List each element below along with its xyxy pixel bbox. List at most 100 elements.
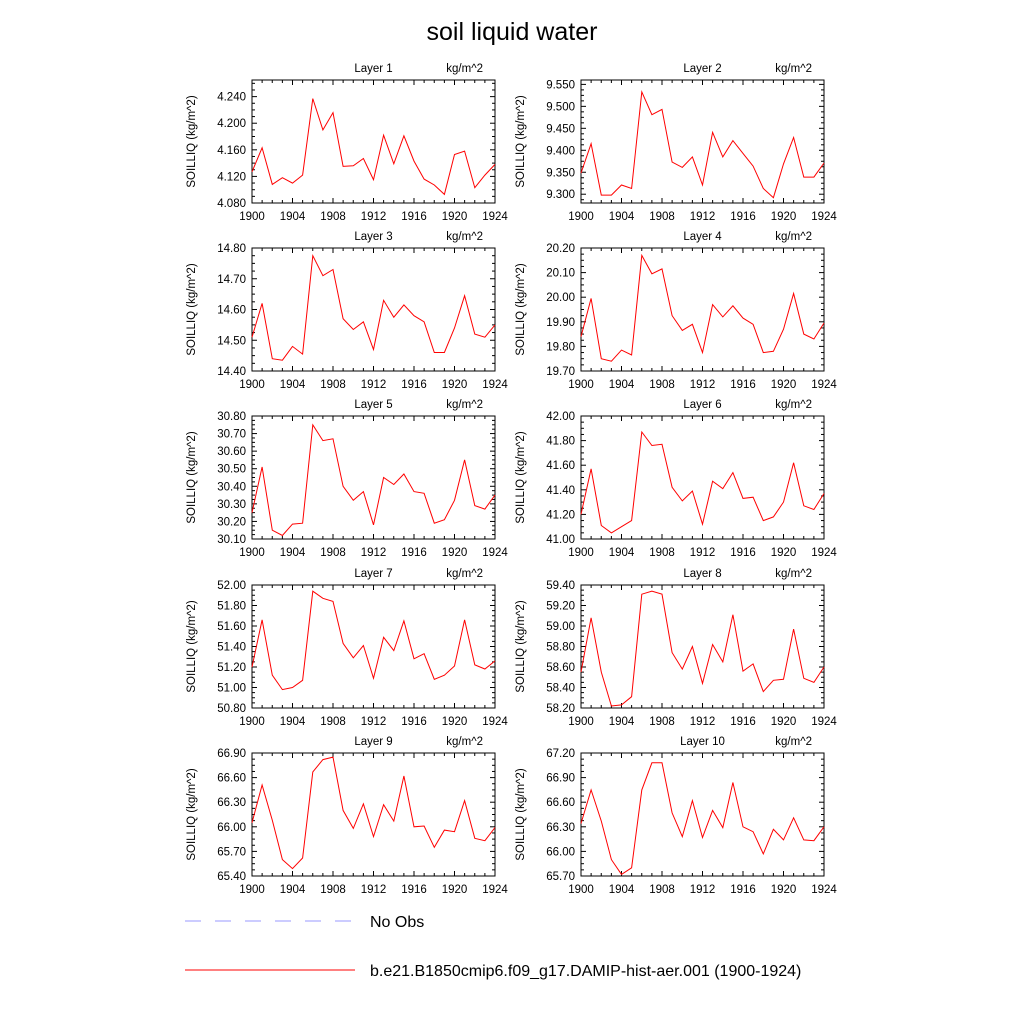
y-tick-label: 4.160: [217, 145, 246, 157]
x-tick-label: 1920: [771, 884, 797, 896]
y-tick-label: 52.00: [217, 580, 246, 592]
series-line-layer-3: [251, 253, 496, 361]
x-tick-label: 1920: [771, 379, 797, 391]
y-tick-label: 51.20: [217, 662, 246, 674]
y-axis-label: SOILLIQ (kg/m^2): [515, 95, 527, 187]
panel-layer-10: Layer 10 kg/m^2 1900 1904 1908 1912 1916 1920 19…: [515, 736, 837, 896]
x-tick-label: 1908: [649, 716, 675, 728]
y-axis-label: SOILLIQ (kg/m^2): [186, 95, 198, 187]
x-tick-label: 1912: [690, 884, 716, 896]
x-tick-label: 1908: [320, 211, 346, 223]
x-tick-label: 1904: [609, 211, 635, 223]
x-tick-label: 1904: [280, 716, 306, 728]
panel-units: kg/m^2: [446, 399, 483, 411]
y-tick-label: 20.10: [546, 268, 575, 280]
x-tick-label: 1900: [239, 884, 265, 896]
x-tick-label: 1904: [280, 547, 306, 559]
y-tick-label: 14.60: [217, 305, 246, 317]
x-tick-label: 1900: [239, 379, 265, 391]
y-tick-label: 41.40: [546, 485, 575, 497]
x-tick-label: 1924: [482, 547, 508, 559]
series-line-layer-9: [251, 756, 496, 870]
y-tick-label: 66.00: [546, 846, 575, 858]
panel-title: Layer 2: [683, 63, 721, 75]
x-tick-label: 1900: [568, 547, 594, 559]
x-tick-label: 1900: [239, 547, 265, 559]
x-tick-label: 1908: [649, 211, 675, 223]
x-tick-label: 1900: [239, 211, 265, 223]
y-tick-label: 9.500: [546, 101, 575, 113]
legend: No Obs b.e21.B1850cmip6.f09_g17.DAMIP-hi…: [185, 914, 801, 980]
panel-units: kg/m^2: [446, 231, 483, 243]
y-axis-label: SOILLIQ (kg/m^2): [515, 263, 527, 355]
y-tick-label: 30.40: [217, 481, 246, 493]
y-tick-label: 58.80: [546, 642, 575, 654]
x-tick-label: 1920: [442, 547, 468, 559]
plot-frame: [251, 79, 496, 204]
y-tick-label: 65.70: [217, 846, 246, 858]
panel-layer-8: Layer 8 kg/m^2 1900 1904 1908 1912 1916 1920 192…: [515, 568, 837, 728]
x-tick-label: 1920: [442, 884, 468, 896]
y-tick-label: 66.90: [546, 773, 575, 785]
x-tick-label: 1908: [649, 884, 675, 896]
panel-title: Layer 7: [354, 568, 392, 580]
x-tick-label: 1912: [690, 379, 716, 391]
y-tick-label: 4.240: [217, 92, 246, 104]
y-tick-label: 67.20: [546, 748, 575, 760]
y-tick-label: 41.80: [546, 436, 575, 448]
x-tick-label: 1924: [482, 211, 508, 223]
panel-units: kg/m^2: [446, 736, 483, 748]
panel-title: Layer 8: [683, 568, 721, 580]
x-tick-label: 1900: [568, 379, 594, 391]
x-tick-label: 1916: [730, 716, 756, 728]
x-tick-label: 1916: [401, 547, 427, 559]
panel-units: kg/m^2: [775, 736, 812, 748]
y-tick-label: 30.70: [217, 429, 246, 441]
series-line-layer-4: [580, 253, 825, 362]
y-tick-label: 14.50: [217, 335, 246, 347]
plot-frame: [251, 415, 496, 540]
series-line-layer-5: [251, 423, 496, 537]
panel-layer-2: Layer 2 kg/m^2 1900 1904 1908 1912 1916 1920 192…: [515, 63, 837, 223]
x-tick-label: 1916: [730, 211, 756, 223]
x-tick-label: 1920: [442, 379, 468, 391]
x-tick-label: 1920: [771, 547, 797, 559]
panel-units: kg/m^2: [446, 63, 483, 75]
x-tick-label: 1916: [730, 379, 756, 391]
panel-units: kg/m^2: [775, 568, 812, 580]
y-axis-label: SOILLIQ (kg/m^2): [186, 431, 198, 523]
y-tick-label: 51.40: [217, 642, 246, 654]
x-tick-label: 1908: [320, 547, 346, 559]
y-tick-label: 50.80: [217, 703, 246, 715]
y-tick-label: 58.40: [546, 683, 575, 695]
y-tick-label: 66.30: [217, 797, 246, 809]
series-line-layer-8: [580, 590, 825, 707]
y-tick-label: 30.20: [217, 516, 246, 528]
y-axis-label: SOILLIQ (kg/m^2): [515, 600, 527, 692]
x-tick-label: 1924: [811, 716, 837, 728]
x-tick-label: 1916: [730, 547, 756, 559]
x-tick-label: 1924: [811, 379, 837, 391]
panel-units: kg/m^2: [775, 63, 812, 75]
x-tick-label: 1912: [361, 379, 387, 391]
x-tick-label: 1904: [280, 884, 306, 896]
y-tick-label: 65.40: [217, 871, 246, 883]
series-line-layer-10: [580, 762, 825, 876]
plot-frame: [580, 584, 825, 709]
y-tick-label: 66.60: [217, 773, 246, 785]
x-tick-label: 1900: [568, 716, 594, 728]
y-tick-label: 14.80: [217, 243, 246, 255]
x-tick-label: 1900: [568, 211, 594, 223]
panel-layer-9: Layer 9 kg/m^2 1900 1904 1908 1912 1916 1920 192…: [186, 736, 508, 896]
panel-units: kg/m^2: [775, 399, 812, 411]
y-tick-label: 20.20: [546, 243, 575, 255]
x-tick-label: 1920: [771, 716, 797, 728]
y-tick-label: 66.30: [546, 822, 575, 834]
x-tick-label: 1924: [811, 547, 837, 559]
x-tick-label: 1904: [609, 379, 635, 391]
x-tick-label: 1920: [442, 211, 468, 223]
x-tick-label: 1904: [280, 211, 306, 223]
y-tick-label: 4.080: [217, 198, 246, 210]
y-tick-label: 14.40: [217, 366, 246, 378]
